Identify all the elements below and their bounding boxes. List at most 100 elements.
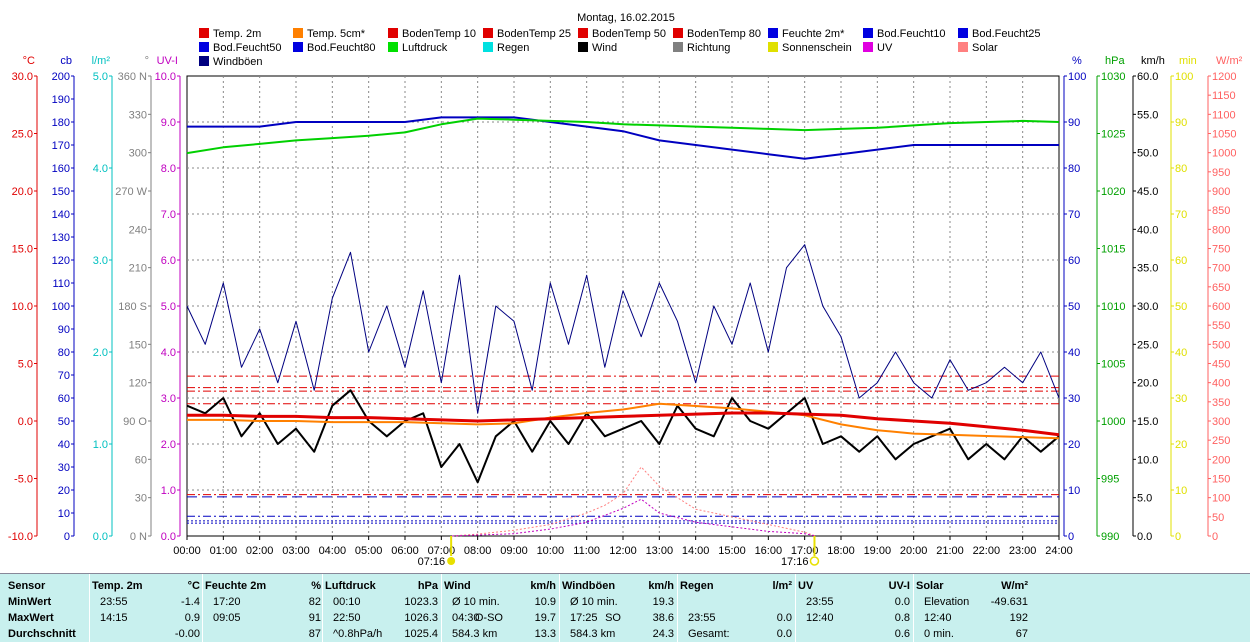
stats-cell: Wind [444,580,471,592]
axis-tick-label: 60 [58,393,70,405]
axis-tick-label: 70 [1175,209,1187,221]
axis-tick-label: 1030 [1101,71,1125,83]
stats-cell: 23:55 [688,612,716,624]
legend-label: UV [877,42,893,54]
stats-cell: Elevation [924,596,970,608]
axis-unit: km/h [1141,55,1165,67]
stats-cell: MaxWert [8,612,54,624]
axis-tick-label: 0 [1068,531,1074,543]
legend-label: Bod.Feucht80 [307,42,376,54]
legend-label: Solar [972,42,998,54]
legend-label: Regen [497,42,529,54]
axis-tick-label: 250 [1212,435,1230,447]
stats-cell: °C [187,580,200,592]
axis-tick-label: 990 [1101,531,1119,543]
axis-tick-label: 140 [52,209,70,221]
axis-tick-label: 60 [135,454,147,466]
stats-cell: 12:40 [924,612,952,624]
series-line [186,389,1060,484]
axis-tick-label: 45.0 [1137,186,1158,198]
axis-tick-label: 30.0 [1137,301,1158,313]
axis-tick-label: 50 [1068,301,1080,313]
axis-tick-label: 150 [52,186,70,198]
stats-divider [89,574,90,642]
axis-tick-label: 995 [1101,474,1119,486]
axis-tick-label: 0 [1175,531,1181,543]
stats-cell: 87 [308,628,321,640]
axis-tick-label: 270 W [115,186,147,198]
stats-cell: 91 [308,612,321,624]
stats-cell: UV-I [888,580,910,592]
stats-cell: l/m² [772,580,792,592]
legend-swatch [199,28,209,38]
stats-cell: Gesamt: [688,628,730,640]
stats-cell: 584.3 km [570,628,616,640]
axis-tick-label: 30 [1068,393,1080,405]
stats-cell: Ø 10 min. [570,596,618,608]
stats-block-press: Luftdruck hPa 00:10 1023.3 22:50 1026.3 ^0.8hP… [322,574,440,642]
axis-tick-label: 0 N [130,531,147,543]
axis-tick-label: 10.0 [155,71,176,83]
axis-tick-label: 35.0 [1137,263,1158,275]
stats-cell: 19.3 [652,596,674,608]
axis-tick-label: 30 [1175,393,1187,405]
stats-cell: MinWert [8,596,52,608]
series [186,116,1060,537]
x-tick-label: 03:00 [282,545,310,557]
legend-label: Bod.Feucht50 [213,42,282,54]
axis-tick-label: 850 [1212,205,1230,217]
axis-tick-label: 20 [1175,439,1187,451]
stats-cell: Temp. 2m [92,580,143,592]
stats-cell: 38.6 [652,612,674,624]
legend-label: Windböen [213,56,263,68]
legend-swatch [388,28,398,38]
axis-tick-label: 200 [52,71,70,83]
axis-tick-label: 0.0 [161,531,176,543]
legend-swatch [863,28,873,38]
series-line [452,498,816,537]
axis-tick-label: 3.0 [161,393,176,405]
axis-tick-label: 50 [1175,301,1187,313]
axis-tick-label: 7.0 [161,209,176,221]
series-line [186,117,1060,155]
axis-tick-label: 90 [58,324,70,336]
axis-tick-label: 20 [58,485,70,497]
stats-cell: 192 [1009,612,1028,624]
legend-label: BodenTemp 10 [402,28,476,40]
axis-tick-label: 330 [129,109,147,121]
stats-cell: 19.7 [534,612,556,624]
x-tick-label: 17:00 [791,545,819,557]
axis-tick-label: 150 [129,339,147,351]
stats-cell: Durchschnitt [8,628,76,640]
legend-swatch [863,42,873,52]
axis-tick-label: 10 [58,508,70,520]
x-tick-label: 05:00 [355,545,383,557]
axis-tick-label: 10.0 [1137,454,1158,466]
axis-tick-label: 30 [135,493,147,505]
stats-cell: O-SO [474,612,503,624]
stats-divider [559,574,560,642]
stats-divider [795,574,796,642]
stats-divider [322,574,323,642]
axis-tick-label: 1015 [1101,244,1125,256]
legend-swatch [388,42,398,52]
legend-swatch [483,28,493,38]
legend-swatch [673,28,683,38]
legend-label: Temp. 2m [213,28,261,40]
stats-cell: 1026.3 [404,612,438,624]
axis-tick-label: 180 [52,117,70,129]
axis-tick-label: 5.0 [161,301,176,313]
stats-cell: 1025.4 [404,628,438,640]
x-tick-label: 09:00 [500,545,528,557]
stats-cell: 09:05 [213,612,241,624]
stats-block-rain: Regen l/m² 23:55 0.0 Gesamt: 0.0 [677,574,794,642]
x-tick-label: 23:00 [1009,545,1037,557]
axis-tick-label: 80 [1068,163,1080,175]
axis-tick-label: 20.0 [1137,378,1158,390]
stats-cell: SO [605,612,621,624]
stats-cell: Feuchte 2m [205,580,267,592]
axis-tick-label: 40 [1068,347,1080,359]
axis-tick-label: 50.0 [1137,148,1158,160]
stats-cell: 13.3 [534,628,556,640]
legend-label: Bod.Feucht10 [877,28,946,40]
